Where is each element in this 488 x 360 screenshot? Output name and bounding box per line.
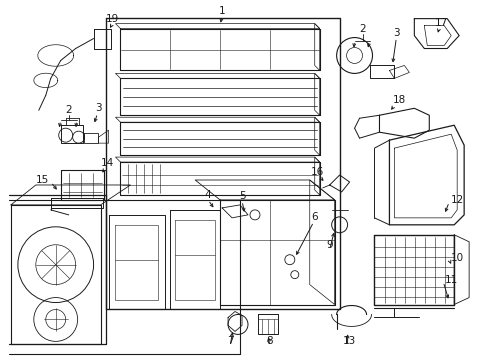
Text: 14: 14: [101, 158, 114, 168]
Text: 2: 2: [359, 24, 365, 33]
Text: 13: 13: [342, 336, 355, 346]
Text: 1: 1: [218, 6, 225, 15]
Text: 9: 9: [325, 240, 332, 250]
Text: 2: 2: [65, 105, 72, 115]
Text: 15: 15: [36, 175, 49, 185]
Text: 7: 7: [226, 336, 233, 346]
Text: 17: 17: [434, 18, 447, 28]
Text: 11: 11: [444, 275, 457, 285]
Text: 4: 4: [204, 190, 211, 200]
Text: 3: 3: [392, 28, 399, 37]
Text: 18: 18: [392, 95, 405, 105]
Text: 19: 19: [106, 14, 119, 24]
Text: 3: 3: [95, 103, 102, 113]
Text: 6: 6: [311, 212, 317, 222]
Text: 16: 16: [310, 167, 324, 177]
Text: 5: 5: [238, 191, 245, 201]
Text: 8: 8: [266, 336, 273, 346]
Text: 12: 12: [449, 195, 463, 205]
Text: 10: 10: [450, 253, 463, 263]
